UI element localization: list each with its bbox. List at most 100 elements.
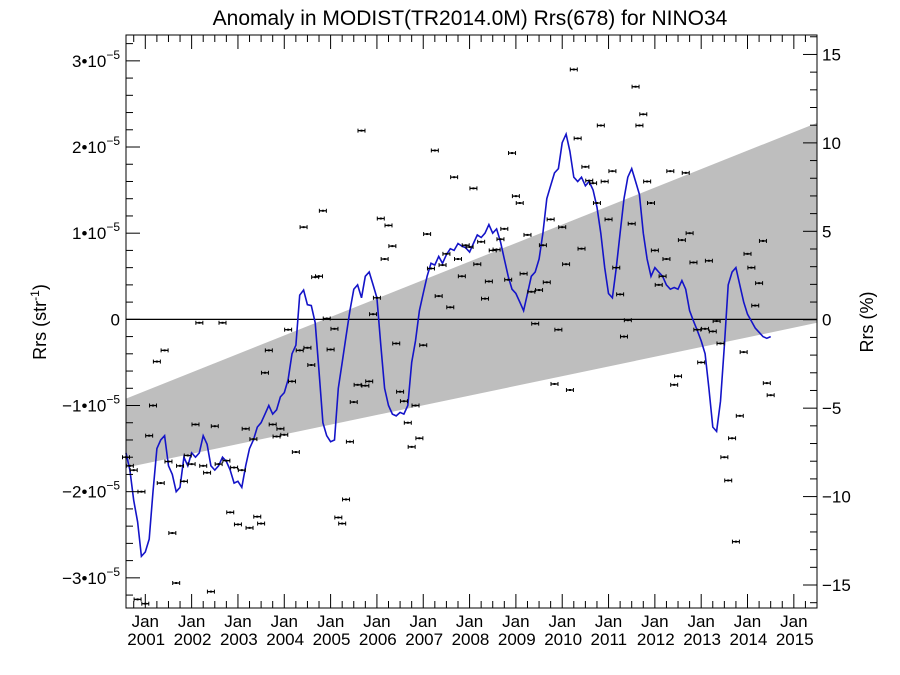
data-point-marker [650, 202, 653, 205]
data-point-marker [422, 344, 425, 347]
data-point-marker [700, 361, 703, 364]
data-point-marker [549, 218, 552, 221]
data-point-marker [692, 261, 695, 264]
data-point-marker [707, 259, 710, 262]
data-point [473, 262, 482, 267]
data-point [299, 225, 308, 230]
x-tick-month-label: Jan [410, 612, 437, 631]
data-point [187, 462, 196, 467]
x-tick-month-label: Jan [687, 612, 714, 631]
data-point [562, 262, 571, 267]
data-point-marker [615, 266, 618, 269]
data-point [380, 257, 389, 262]
y-right-tick-label: −5 [822, 399, 841, 418]
data-point [538, 243, 547, 248]
data-point [697, 360, 706, 365]
data-point [453, 257, 462, 262]
data-point [546, 217, 555, 222]
data-point-marker [545, 281, 548, 284]
data-point [619, 334, 628, 339]
y-left-tick-exponent: −5 [106, 565, 120, 579]
data-point-marker [302, 226, 305, 229]
data-point [565, 388, 574, 393]
data-point [249, 437, 258, 442]
data-point [766, 393, 775, 398]
data-point [631, 84, 640, 89]
data-point [287, 379, 296, 384]
data-point [542, 280, 551, 285]
plot-frame [125, 34, 818, 609]
data-point [179, 479, 188, 484]
data-point-marker [468, 245, 471, 248]
data-point [492, 247, 501, 252]
data-point [735, 413, 744, 418]
data-point [720, 455, 729, 460]
data-point-marker [715, 320, 718, 323]
data-point [264, 348, 273, 353]
data-point-marker [260, 522, 263, 525]
data-point-marker [487, 280, 490, 283]
data-point [203, 470, 212, 475]
data-point-marker [406, 421, 409, 424]
y-axis-left-label-base: Rrs (str [30, 301, 50, 360]
data-point [604, 217, 613, 222]
data-point-marker [592, 182, 595, 185]
data-point-marker [410, 445, 413, 448]
y-right-tick-label: 0 [822, 311, 831, 330]
data-point-marker [503, 227, 506, 230]
data-point-marker [572, 68, 575, 71]
data-point-marker [750, 266, 753, 269]
y-left-tick-exponent: −5 [106, 134, 120, 148]
y-left-tick-mantissa: 3•10 [72, 52, 106, 71]
data-point-marker [653, 249, 656, 252]
data-point-marker [761, 239, 764, 242]
data-point-marker [348, 440, 351, 443]
data-point-marker [456, 258, 459, 261]
data-point [527, 289, 536, 294]
x-tick-year-label: 2012 [637, 630, 675, 649]
data-point-marker [472, 187, 475, 190]
data-point-marker [279, 427, 282, 430]
data-point [426, 266, 435, 271]
y-left-tick-exponent: −5 [106, 393, 120, 407]
data-point [257, 521, 266, 526]
data-point-marker [580, 247, 583, 250]
data-point [762, 381, 771, 386]
data-point [191, 422, 200, 427]
data-point-marker [190, 463, 193, 466]
data-point-marker [163, 349, 166, 352]
data-point [712, 319, 721, 324]
data-point [322, 316, 331, 321]
data-point-marker [526, 233, 529, 236]
data-point [411, 403, 420, 408]
data-point-marker [553, 382, 556, 385]
data-point-marker [217, 463, 220, 466]
x-tick-year-label: 2014 [730, 630, 768, 649]
data-point [342, 497, 351, 502]
data-point [600, 179, 609, 184]
y-right-tick-label: −15 [822, 576, 851, 595]
x-tick-month-label: Jan [317, 612, 344, 631]
data-point-marker [738, 414, 741, 417]
y-axis-left-label: Rrs (str-1) [28, 284, 50, 360]
data-point-marker [511, 152, 514, 155]
data-point-marker [329, 348, 332, 351]
data-point [338, 521, 347, 526]
data-point-marker [128, 464, 131, 467]
data-point [133, 597, 142, 602]
data-point [550, 381, 559, 386]
data-point-marker [429, 267, 432, 270]
data-point-marker [179, 464, 182, 467]
x-tick-year-label: 2007 [405, 630, 443, 649]
data-point [662, 257, 671, 262]
data-point [708, 329, 717, 334]
data-point-marker [673, 383, 676, 386]
y-right-tick-label: −10 [822, 488, 851, 507]
data-point [253, 514, 262, 519]
data-point-marker [236, 523, 239, 526]
x-tick-month-label: Jan [549, 612, 576, 631]
data-point [430, 148, 439, 153]
data-point [168, 531, 177, 536]
data-point [585, 178, 594, 183]
